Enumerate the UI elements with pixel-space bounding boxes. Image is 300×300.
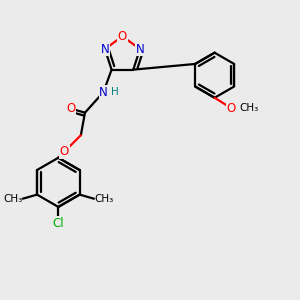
Text: O: O — [66, 102, 75, 115]
Text: CH₃: CH₃ — [94, 194, 113, 204]
Text: O: O — [60, 145, 69, 158]
Text: N: N — [136, 43, 144, 56]
Text: N: N — [100, 43, 109, 56]
Text: Cl: Cl — [52, 217, 64, 230]
Text: H: H — [111, 87, 118, 97]
Text: CH₃: CH₃ — [4, 194, 23, 204]
Text: O: O — [226, 101, 236, 115]
Text: O: O — [118, 30, 127, 43]
Text: CH₃: CH₃ — [239, 103, 259, 113]
Text: N: N — [99, 86, 108, 99]
